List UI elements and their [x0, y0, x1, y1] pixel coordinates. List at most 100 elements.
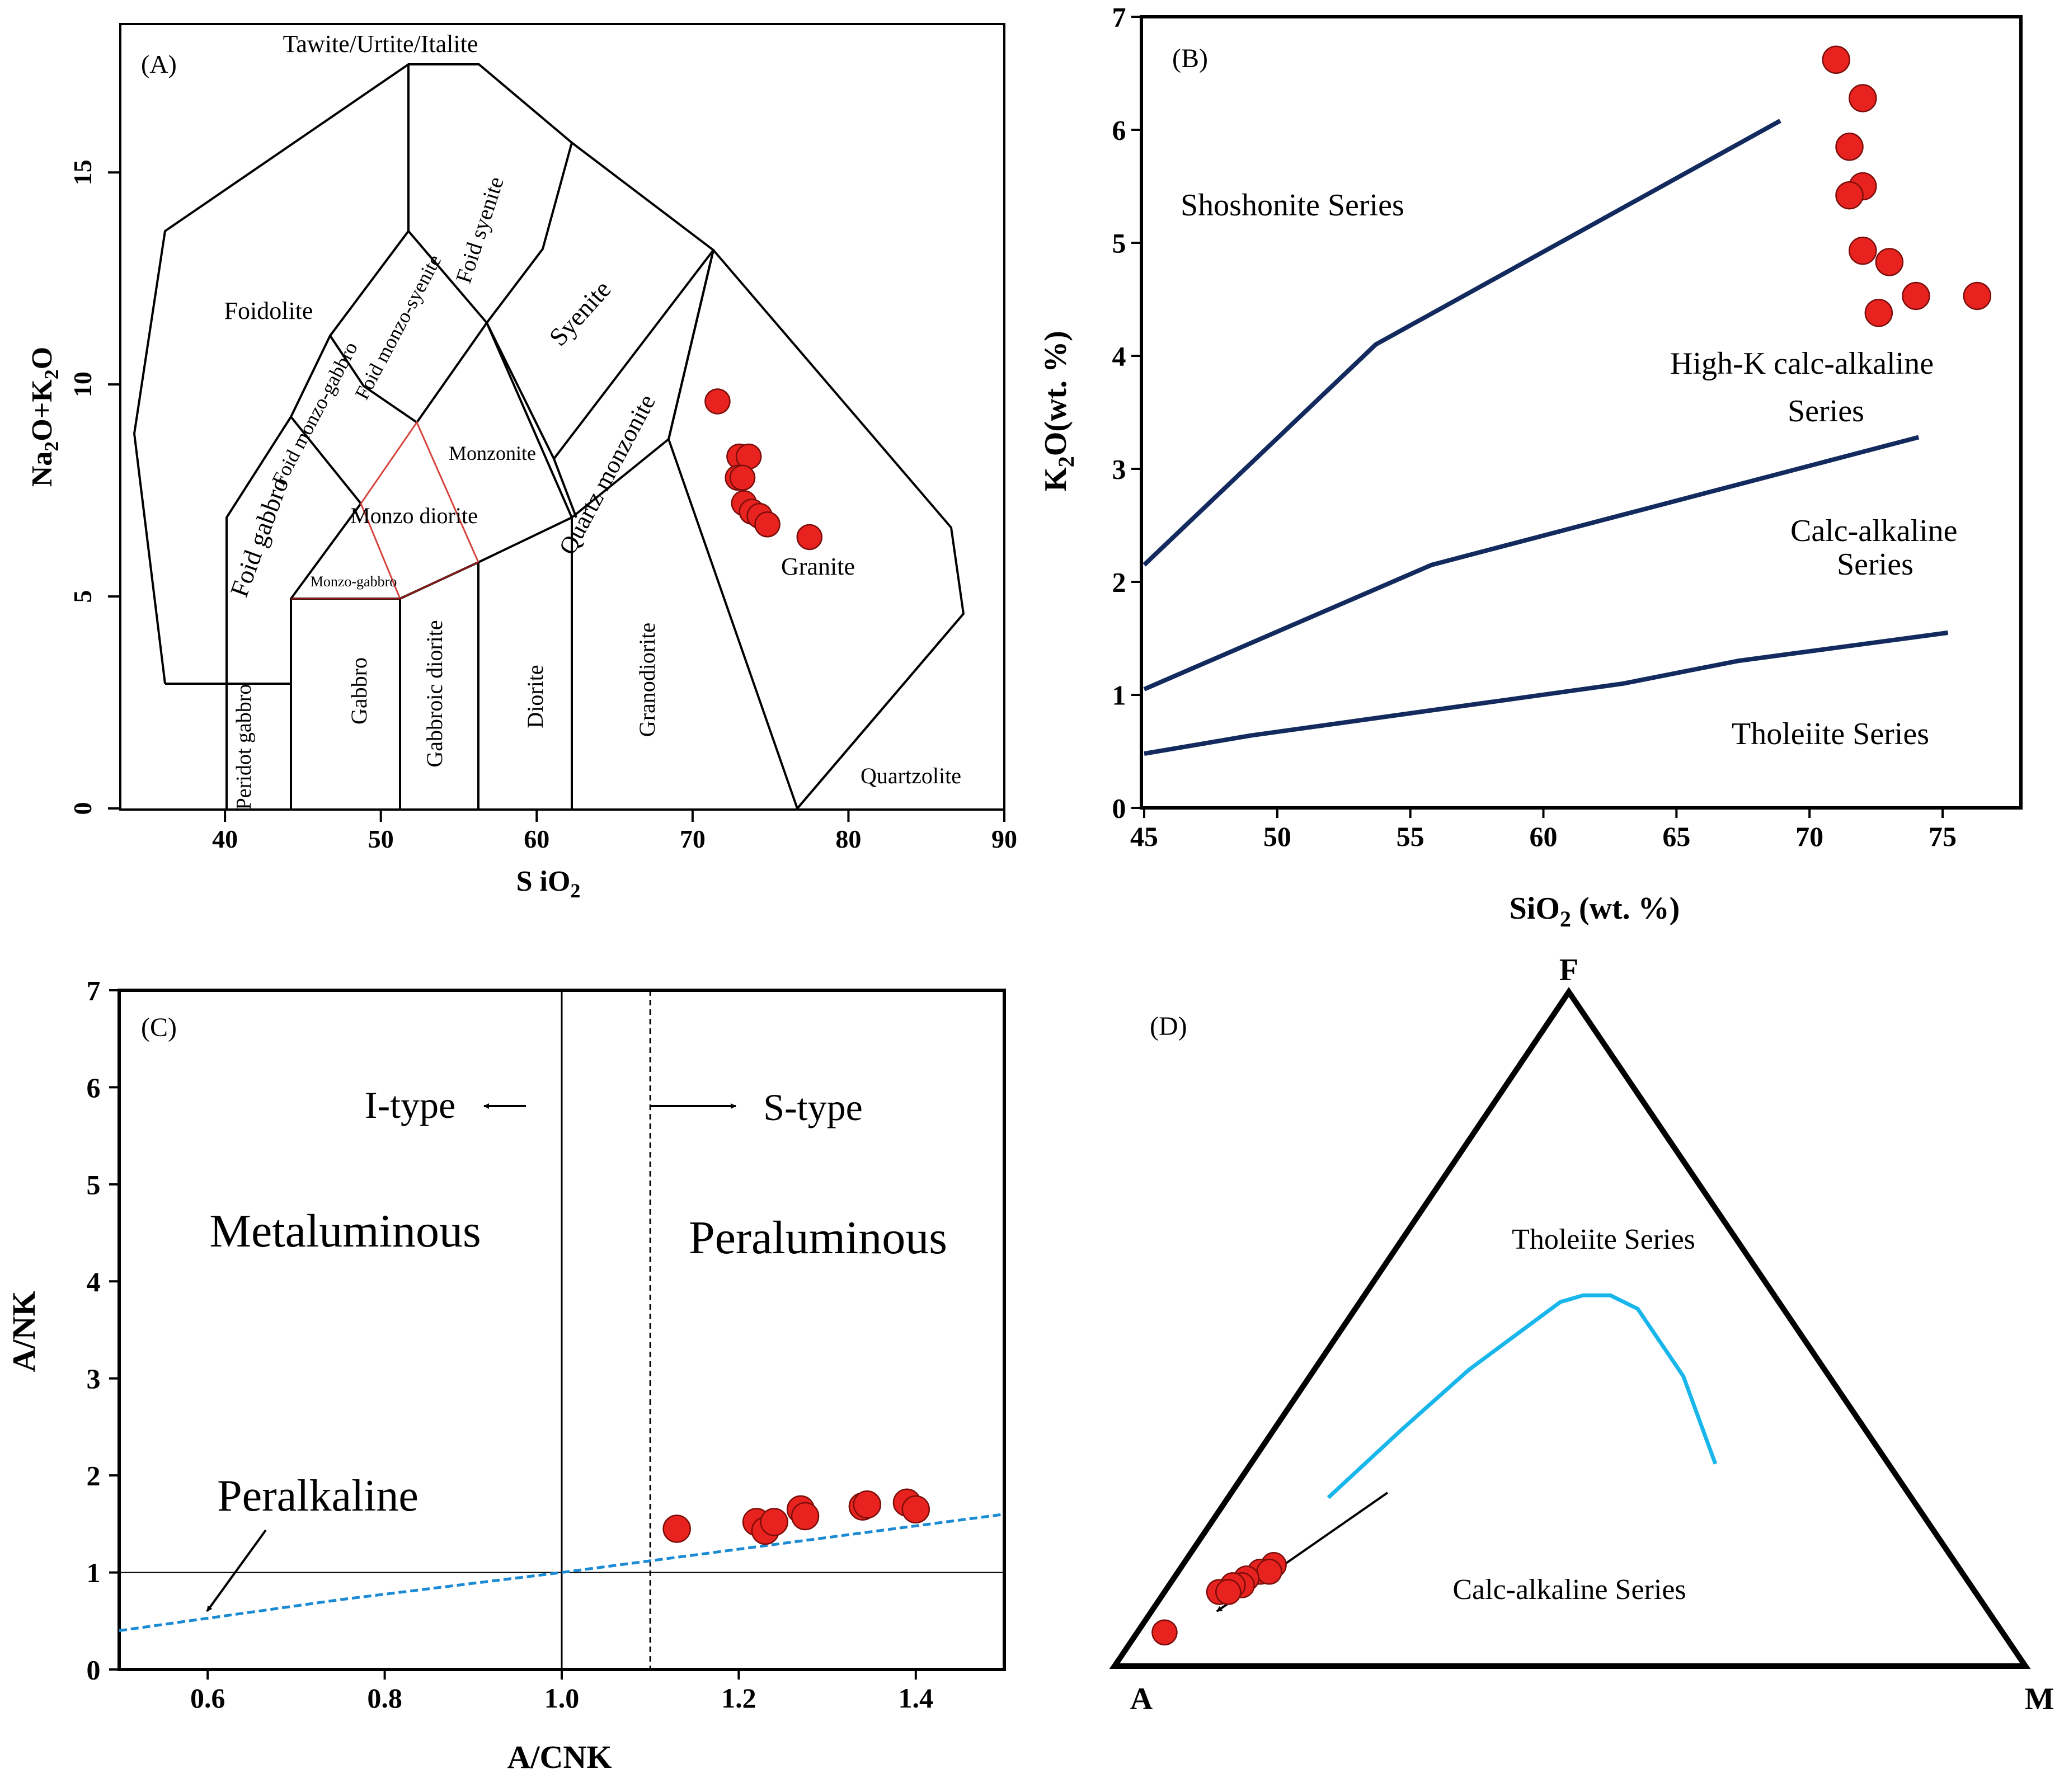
k2o-point	[1963, 281, 1992, 311]
afm-point	[1215, 1579, 1242, 1605]
quartzmonzonite-granite-split	[667, 250, 714, 440]
vertex-m: M	[2025, 1682, 2054, 1716]
panel-c-annotations: I-type S-type Metaluminous Peraluminous …	[209, 1084, 947, 1521]
panel-a-ylabel: Na2O+K2O	[26, 347, 63, 487]
label-monzo-diorite: Monzo diorite	[350, 503, 478, 528]
ytick-label: 2	[1112, 567, 1126, 598]
monzonite-red-boundary	[360, 420, 479, 563]
panel-a-field-lines	[133, 63, 965, 810]
panel-b-frame	[1140, 15, 2023, 810]
panel-c-points	[662, 1488, 930, 1545]
series-divider-line	[1144, 630, 1949, 756]
ytick-label: 0	[68, 802, 97, 815]
panel-a-yaxis: 0 5 10 15	[68, 159, 120, 815]
xtick-label: 65	[1662, 821, 1690, 852]
ytick-label: 6	[87, 1072, 101, 1103]
panel-c-label: (C)	[141, 1013, 177, 1042]
label-tholeiite: Tholeiite Series	[1732, 717, 1929, 751]
ytick-label: 0	[1112, 793, 1126, 824]
xtick-label: 70	[680, 825, 706, 853]
tas-point	[729, 464, 756, 491]
panel-c-xaxis: 0.6 0.8 1.0 1.2 1.4	[190, 1669, 933, 1714]
label-foidolite: Foidolite	[224, 297, 313, 324]
series-divider-line	[1143, 435, 1920, 692]
tas-point	[796, 524, 823, 551]
label-quartzolite: Quartzolite	[861, 763, 961, 788]
xtick-label: 80	[835, 825, 861, 853]
panel-b-yaxis: 0 1 2 3 4 5 6 7	[1112, 2, 1141, 824]
outline-and-granite-boundary	[133, 63, 965, 810]
acnk-point	[760, 1508, 788, 1536]
label-peraluminous: Peraluminous	[689, 1212, 947, 1264]
k2o-point	[1835, 133, 1864, 161]
label-gabbroic-diorite: Gabbroic diorite	[422, 620, 447, 767]
xtick-label: 0.8	[367, 1682, 402, 1714]
k2o-point	[1822, 45, 1850, 74]
panel-b-xaxis: 45 50 55 60 65 70 75	[1130, 808, 1957, 852]
k2o-point	[1864, 298, 1893, 327]
label-calc-alkaline-2: Series	[1837, 547, 1913, 582]
xtick-label: 1.2	[721, 1682, 756, 1714]
panel-c-reference-lines	[119, 990, 1005, 1669]
monzogabbro-red-boundary	[360, 503, 401, 599]
panel-b-label: (B)	[1172, 44, 1208, 73]
panel-a-xaxis: 40 50 60 70 80 90	[212, 810, 1017, 853]
panel-d-afm: (D) F A M Tholeiite Series Calc-alkaline…	[1109, 953, 2054, 1716]
label-monzo-gabbro: Monzo-gabbro	[311, 573, 397, 590]
panel-c-xlabel: A/CNK	[507, 1739, 612, 1775]
ytick-label: 3	[87, 1363, 101, 1394]
panel-a-tas: (A) 0 5 10 15 40 50 60 70 80 90 Na2O+K2O S iO2	[26, 23, 1017, 902]
label-shoshonite: Shoshonite Series	[1181, 188, 1404, 223]
panel-a-field-labels: Tawite/Urtite/Italite Foidolite Foid sye…	[224, 30, 961, 810]
ytick-label: 5	[87, 1169, 101, 1200]
ytick-label: 6	[1112, 115, 1126, 146]
label-foid-syenite: Foid syenite	[450, 173, 509, 286]
label-peridot-gabbro: Peridot gabbro	[232, 684, 256, 810]
label-foid-monzo-syenite: Foid monzo-syenite	[350, 251, 445, 403]
xtick-label: 60	[1530, 821, 1558, 852]
label-peralkaline: Peralkaline	[217, 1471, 419, 1521]
ytick-label: 5	[68, 590, 97, 603]
k2o-point	[1849, 84, 1877, 112]
panel-d-points	[1151, 1552, 1287, 1645]
xtick-label: 50	[368, 825, 394, 853]
panel-a-points	[704, 388, 823, 551]
xtick-label: 1.0	[544, 1682, 580, 1714]
afm-point	[1151, 1619, 1178, 1645]
xtick-label: 0.6	[190, 1682, 225, 1714]
label-metaluminous: Metaluminous	[209, 1205, 481, 1257]
label-calc-alkaline-1: Calc-alkaline	[1790, 514, 1958, 548]
acnk-point	[853, 1490, 882, 1519]
label-i-type: I-type	[365, 1084, 455, 1126]
label-s-type: S-type	[763, 1086, 863, 1128]
label-afm-calc-alkaline: Calc-alkaline Series	[1452, 1574, 1686, 1606]
ytick-label: 7	[87, 975, 101, 1006]
tas-point	[704, 388, 731, 415]
k2o-point	[1835, 181, 1864, 210]
panel-a-frame	[119, 23, 1005, 811]
panel-a-xlabel: S iO2	[516, 866, 581, 902]
ytick-label: 3	[1112, 454, 1126, 485]
xtick-label: 55	[1397, 821, 1424, 852]
afm-divider-curve	[1327, 1293, 1718, 1499]
acnk-point	[791, 1502, 820, 1531]
ytick-label: 0	[87, 1654, 101, 1686]
peralkaline-divider	[119, 1513, 1005, 1633]
xtick-label: 45	[1130, 821, 1158, 852]
label-afm-tholeiite: Tholeiite Series	[1512, 1224, 1695, 1255]
gabbro-top-darkred	[291, 561, 479, 600]
xtick-label: 40	[212, 825, 238, 853]
vertex-f: F	[1559, 953, 1578, 987]
ytick-label: 5	[1112, 228, 1126, 259]
ytick-label: 4	[1112, 341, 1126, 372]
foid-gabbro-boundary	[290, 416, 362, 684]
ytick-label: 10	[68, 371, 97, 397]
arrow-peralkaline	[206, 1529, 267, 1612]
panel-b-ylabel: K2O(wt. %)	[1038, 331, 1079, 492]
panel-b-xlabel: SiO2 (wt. %)	[1510, 891, 1680, 932]
xtick-label: 50	[1263, 821, 1291, 852]
syenite-quartzmonzonite-split	[486, 322, 573, 518]
label-high-k-2: Series	[1788, 394, 1864, 429]
